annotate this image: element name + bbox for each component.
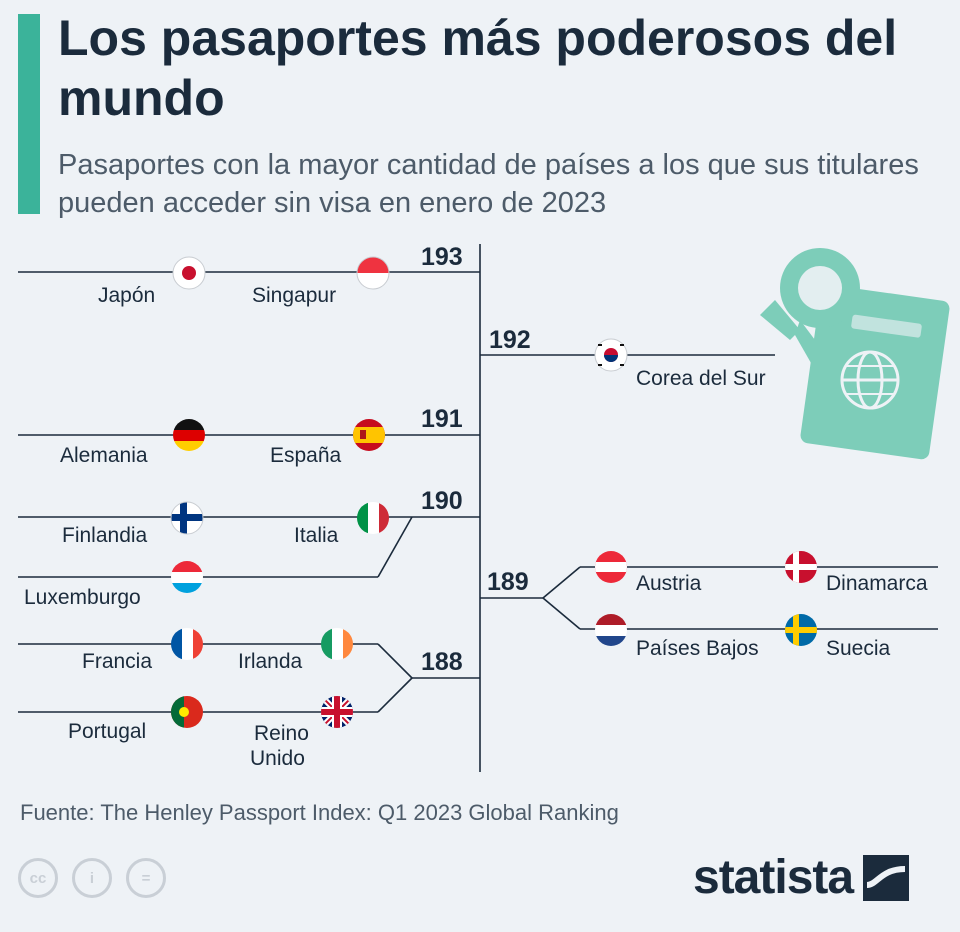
flag-italy-icon [357, 502, 389, 534]
country-austria: Austria [636, 572, 702, 595]
country-espana: España [270, 444, 342, 467]
country-dinamarca: Dinamarca [826, 572, 928, 595]
flag-luxembourg-icon [171, 561, 203, 593]
passport-ranking-diagram: 193 Japón Singapur 192 Corea del Sur 191 [18, 243, 950, 772]
flag-denmark-icon [785, 551, 817, 583]
flag-spain-icon [353, 419, 385, 451]
by-icon[interactable]: i [72, 858, 112, 898]
flag-ireland-icon [321, 628, 353, 660]
value-188: 188 [421, 648, 463, 676]
statista-logo[interactable]: statista [693, 850, 910, 905]
country-reino-unido-line2: Unido [250, 747, 305, 770]
flag-france-icon [171, 628, 203, 660]
logo-text: statista [693, 851, 854, 904]
flag-netherlands-icon [595, 614, 627, 646]
page-title: Los pasaportes más poderosos del mundo [58, 10, 898, 126]
country-singapur: Singapur [252, 284, 336, 307]
country-suecia: Suecia [826, 637, 891, 660]
value-191: 191 [421, 405, 463, 433]
flag-south-korea-icon [594, 338, 628, 372]
statista-mark-icon [863, 854, 910, 901]
license-icons: cc i = [18, 858, 166, 898]
cc-icon[interactable]: cc [18, 858, 58, 898]
country-corea-sur: Corea del Sur [636, 367, 766, 390]
country-portugal: Portugal [68, 720, 146, 743]
country-italia: Italia [294, 524, 339, 547]
value-190: 190 [421, 487, 463, 515]
nd-icon[interactable]: = [126, 858, 166, 898]
country-japon: Japón [98, 284, 155, 307]
source-note: Fuente: The Henley Passport Index: Q1 20… [20, 800, 619, 825]
flag-finland-icon [170, 501, 204, 535]
country-finlandia: Finlandia [62, 524, 148, 547]
page-subtitle: Pasaportes con la mayor cantidad de país… [58, 149, 919, 219]
country-luxemburgo: Luxemburgo [24, 586, 141, 609]
value-193: 193 [421, 243, 463, 271]
value-192: 192 [489, 326, 531, 354]
flag-portugal-icon [171, 696, 203, 728]
country-alemania: Alemania [60, 444, 148, 467]
country-reino-unido-line1: Reino [254, 722, 309, 745]
flag-sweden-icon [785, 614, 817, 646]
flag-japan-icon [172, 256, 206, 290]
value-189: 189 [487, 568, 529, 596]
passport-illustration-icon [760, 248, 950, 460]
flag-united-kingdom-icon [321, 696, 353, 728]
country-irlanda: Irlanda [238, 650, 303, 673]
flag-austria-icon [595, 551, 627, 583]
flag-germany-icon [173, 419, 205, 451]
flag-singapore-icon [356, 256, 390, 290]
country-francia: Francia [82, 650, 152, 673]
accent-bar [18, 14, 40, 214]
country-paises-bajos: Países Bajos [636, 637, 759, 660]
